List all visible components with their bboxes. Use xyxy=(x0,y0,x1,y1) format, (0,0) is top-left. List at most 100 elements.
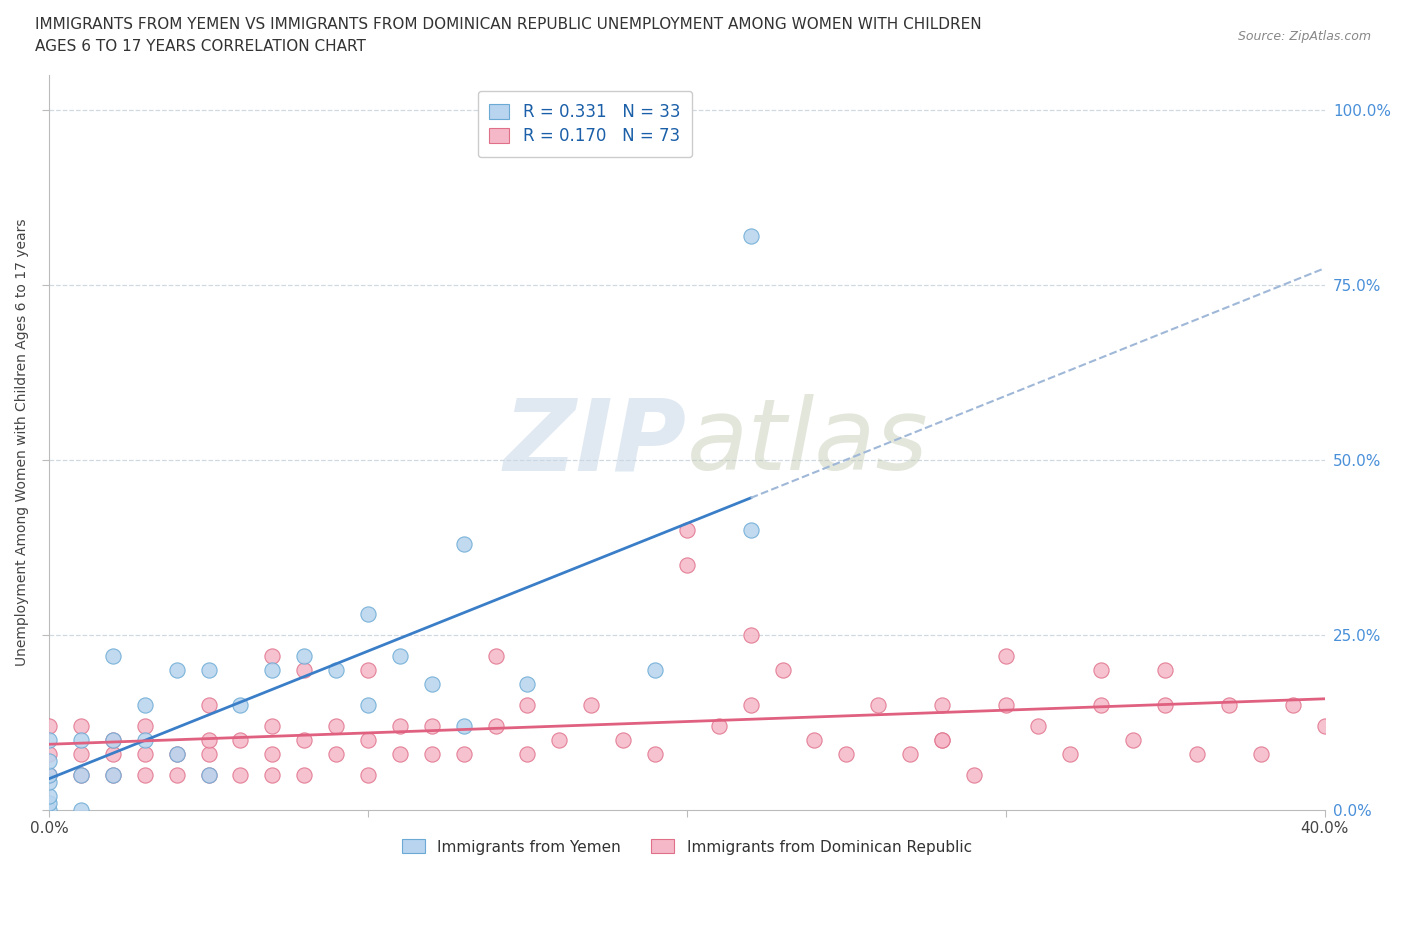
Point xyxy=(262,648,284,663)
Point xyxy=(292,767,315,782)
Point xyxy=(1059,746,1081,761)
Point xyxy=(38,795,60,810)
Point xyxy=(197,746,219,761)
Y-axis label: Unemployment Among Women with Children Ages 6 to 17 years: Unemployment Among Women with Children A… xyxy=(15,219,30,666)
Text: Source: ZipAtlas.com: Source: ZipAtlas.com xyxy=(1237,30,1371,43)
Point xyxy=(707,718,730,733)
Point xyxy=(38,767,60,782)
Point xyxy=(101,732,124,747)
Point xyxy=(134,746,156,761)
Point xyxy=(229,732,252,747)
Point xyxy=(453,746,475,761)
Point xyxy=(134,767,156,782)
Point xyxy=(38,774,60,789)
Point xyxy=(676,557,699,572)
Point xyxy=(292,662,315,677)
Text: ZIP: ZIP xyxy=(503,394,688,491)
Point xyxy=(134,718,156,733)
Point xyxy=(898,746,921,761)
Point xyxy=(70,767,93,782)
Point xyxy=(868,698,890,712)
Text: atlas: atlas xyxy=(688,394,928,491)
Point xyxy=(516,698,538,712)
Point xyxy=(931,732,953,747)
Point xyxy=(70,746,93,761)
Point xyxy=(166,662,188,677)
Point xyxy=(357,767,380,782)
Text: IMMIGRANTS FROM YEMEN VS IMMIGRANTS FROM DOMINICAN REPUBLIC UNEMPLOYMENT AMONG W: IMMIGRANTS FROM YEMEN VS IMMIGRANTS FROM… xyxy=(35,17,981,32)
Point xyxy=(101,732,124,747)
Point xyxy=(38,746,60,761)
Point xyxy=(262,662,284,677)
Point xyxy=(453,537,475,551)
Point xyxy=(38,753,60,768)
Point xyxy=(1154,698,1177,712)
Point xyxy=(388,648,411,663)
Point xyxy=(994,698,1017,712)
Point xyxy=(134,732,156,747)
Point xyxy=(931,698,953,712)
Point xyxy=(388,718,411,733)
Point xyxy=(229,698,252,712)
Point xyxy=(1122,732,1144,747)
Point xyxy=(420,746,443,761)
Point xyxy=(325,662,347,677)
Point xyxy=(963,767,986,782)
Point xyxy=(420,676,443,691)
Point xyxy=(772,662,794,677)
Point xyxy=(453,718,475,733)
Point xyxy=(644,746,666,761)
Point xyxy=(101,767,124,782)
Point xyxy=(70,767,93,782)
Point xyxy=(1250,746,1272,761)
Point xyxy=(484,718,506,733)
Point xyxy=(931,732,953,747)
Point xyxy=(357,732,380,747)
Point xyxy=(70,732,93,747)
Point xyxy=(420,718,443,733)
Point xyxy=(357,698,380,712)
Point xyxy=(994,648,1017,663)
Point xyxy=(262,718,284,733)
Point xyxy=(134,698,156,712)
Point xyxy=(516,746,538,761)
Point xyxy=(388,746,411,761)
Point xyxy=(548,732,571,747)
Point xyxy=(1218,698,1240,712)
Point xyxy=(644,662,666,677)
Point xyxy=(101,648,124,663)
Point xyxy=(484,648,506,663)
Point xyxy=(166,746,188,761)
Point xyxy=(676,523,699,538)
Point xyxy=(38,767,60,782)
Point xyxy=(357,662,380,677)
Point xyxy=(262,767,284,782)
Point xyxy=(70,802,93,817)
Point xyxy=(101,746,124,761)
Point xyxy=(740,229,762,244)
Point xyxy=(516,676,538,691)
Point xyxy=(1026,718,1049,733)
Point xyxy=(740,628,762,643)
Point xyxy=(38,732,60,747)
Point xyxy=(38,718,60,733)
Point xyxy=(325,746,347,761)
Point xyxy=(1090,662,1112,677)
Point xyxy=(197,767,219,782)
Point xyxy=(1154,662,1177,677)
Text: AGES 6 TO 17 YEARS CORRELATION CHART: AGES 6 TO 17 YEARS CORRELATION CHART xyxy=(35,39,366,54)
Point xyxy=(38,788,60,803)
Point xyxy=(1281,698,1303,712)
Point xyxy=(197,732,219,747)
Point xyxy=(835,746,858,761)
Point xyxy=(70,718,93,733)
Point xyxy=(197,767,219,782)
Legend: Immigrants from Yemen, Immigrants from Dominican Republic: Immigrants from Yemen, Immigrants from D… xyxy=(396,833,977,860)
Point xyxy=(166,746,188,761)
Point xyxy=(292,648,315,663)
Point xyxy=(1090,698,1112,712)
Point xyxy=(292,732,315,747)
Point xyxy=(581,698,603,712)
Point xyxy=(1185,746,1208,761)
Point xyxy=(357,606,380,621)
